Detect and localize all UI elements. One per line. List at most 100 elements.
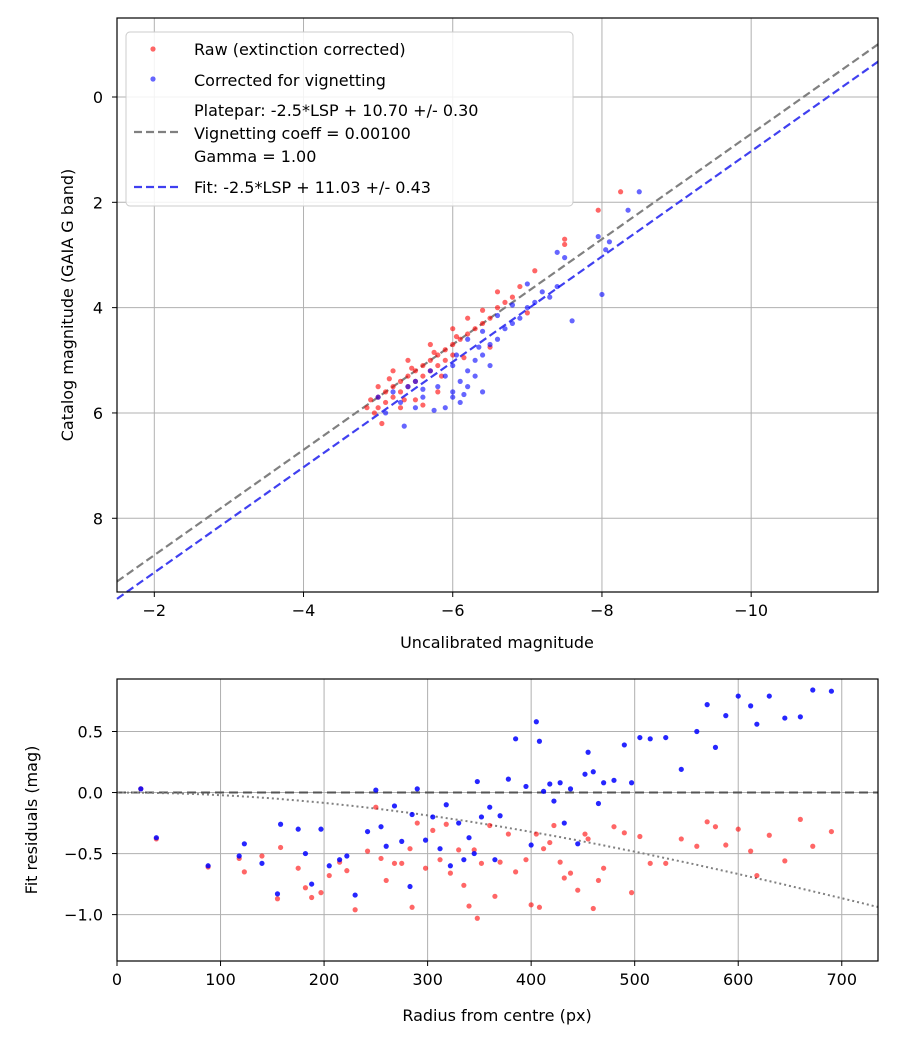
bottom-raw-point: [474, 915, 480, 921]
top-vign-point: [524, 305, 530, 311]
top-vign-point: [494, 336, 501, 342]
bottom-corrected-point: [528, 842, 534, 848]
top-vign-point: [390, 389, 396, 395]
bottom-x-tick-label: 500: [619, 970, 650, 989]
top-raw-point: [390, 384, 396, 390]
top-vign-point: [412, 405, 419, 411]
bottom-raw-point: [585, 836, 591, 842]
legend-marker-vign: [150, 76, 156, 82]
top-raw-point: [427, 341, 433, 348]
legend-frame: [125, 31, 574, 207]
top-vign-point: [405, 384, 411, 390]
top-vign-point: [524, 281, 530, 287]
bottom-raw-point: [601, 865, 607, 871]
bottom-raw-point: [540, 846, 547, 852]
top-vign-point: [457, 378, 463, 384]
bottom-corrected-point: [471, 850, 477, 857]
bottom-corrected-point: [567, 786, 574, 792]
top-vign-point: [569, 318, 575, 324]
bottom-corrected-point: [277, 821, 284, 827]
bottom-corrected-point: [551, 798, 557, 804]
bottom-raw-point: [513, 869, 519, 875]
bottom-raw-point: [704, 819, 710, 825]
top-vign-point: [412, 378, 419, 384]
bottom-raw-point: [352, 907, 358, 913]
bottom-corrected-point: [383, 843, 389, 849]
bottom-corrected-point: [585, 749, 591, 755]
bottom-corrected-point: [138, 786, 144, 792]
top-raw-point: [412, 368, 419, 374]
bottom-raw-point: [373, 804, 379, 810]
bottom-raw-point: [551, 822, 557, 829]
bottom-corrected-point: [797, 714, 803, 720]
bottom-corrected-point: [422, 837, 429, 843]
top-raw-point: [431, 349, 437, 355]
bottom-x-tick-label: 0: [112, 970, 122, 989]
bottom-raw-point: [409, 904, 415, 910]
bottom-corrected-point: [637, 734, 643, 741]
bottom-corrected-point: [505, 776, 511, 782]
bottom-raw-point: [575, 887, 581, 893]
top-vign-point: [465, 384, 471, 390]
top-raw-point: [420, 362, 426, 369]
top-vign-point: [457, 399, 463, 406]
legend-label-fit: Fit: -2.5*LSP + 11.03 +/- 0.43: [194, 178, 431, 197]
bottom-raw-point: [443, 821, 449, 827]
bottom-raw-point: [766, 832, 772, 838]
top-vign-point: [547, 294, 553, 300]
top-vign-point: [603, 247, 609, 253]
top-vign-point: [476, 344, 482, 350]
top-y-axis-label: Catalog magnitude (GAIA G band): [58, 169, 77, 441]
top-raw-point: [442, 347, 448, 353]
top-vign-point: [465, 336, 471, 342]
bottom-corrected-point: [378, 824, 384, 830]
bottom-corrected-point: [536, 738, 543, 744]
bottom-raw-point: [478, 860, 485, 866]
bottom-corrected-point: [754, 721, 760, 727]
bottom-x-tick-label: 400: [516, 970, 547, 989]
top-raw-point: [382, 389, 389, 395]
top-raw-point: [401, 397, 407, 403]
top-raw-point: [509, 294, 516, 300]
top-vign-point: [427, 368, 433, 374]
top-raw-point: [435, 362, 441, 369]
bottom-corrected-point: [557, 780, 563, 786]
top-vign-point: [479, 352, 486, 358]
top-raw-point: [405, 357, 411, 363]
top-y-tick-label: 0: [93, 88, 103, 107]
bottom-raw-point: [528, 902, 534, 908]
top-x-tick-label: −4: [292, 601, 316, 620]
bottom-raw-point: [810, 843, 816, 849]
top-raw-point: [532, 268, 538, 274]
bottom-corrected-point: [414, 786, 420, 792]
bottom-raw-point: [461, 882, 467, 888]
top-vign-point: [375, 394, 381, 400]
bottom-raw-point: [611, 824, 617, 830]
bottom-corrected-point: [497, 813, 503, 819]
top-vign-point: [625, 207, 631, 213]
top-raw-point: [461, 355, 467, 361]
bottom-raw-point: [364, 848, 371, 854]
bottom-corrected-point: [236, 853, 242, 859]
top-raw-point: [438, 373, 445, 379]
top-vign-point: [494, 312, 501, 319]
bottom-raw-point: [407, 846, 413, 852]
bottom-ticks: 0 100 200 300 400 500 600 700 0.5 0.0 −0.5 −1.0: [64, 722, 857, 989]
bottom-corrected-point: [694, 728, 700, 735]
bottom-raw-point: [309, 894, 315, 901]
bottom-raw-point: [383, 877, 389, 884]
bottom-corrected-point: [399, 838, 405, 844]
top-raw-point: [450, 352, 456, 358]
top-raw-point: [453, 333, 460, 340]
legend-label-raw: Raw (extinction corrected): [194, 40, 406, 59]
bottom-corrected-point: [678, 766, 684, 772]
top-vign-point: [382, 410, 389, 416]
top-x-tick-label: −8: [590, 601, 614, 620]
top-vign-point: [595, 233, 601, 240]
top-y-tick-label: 8: [93, 509, 103, 528]
top-y-tick-label: 2: [93, 193, 103, 212]
top-raw-point: [479, 320, 486, 327]
bottom-corrected-point: [487, 804, 493, 810]
top-raw-point: [420, 402, 426, 408]
bottom-raw-point: [318, 890, 324, 896]
